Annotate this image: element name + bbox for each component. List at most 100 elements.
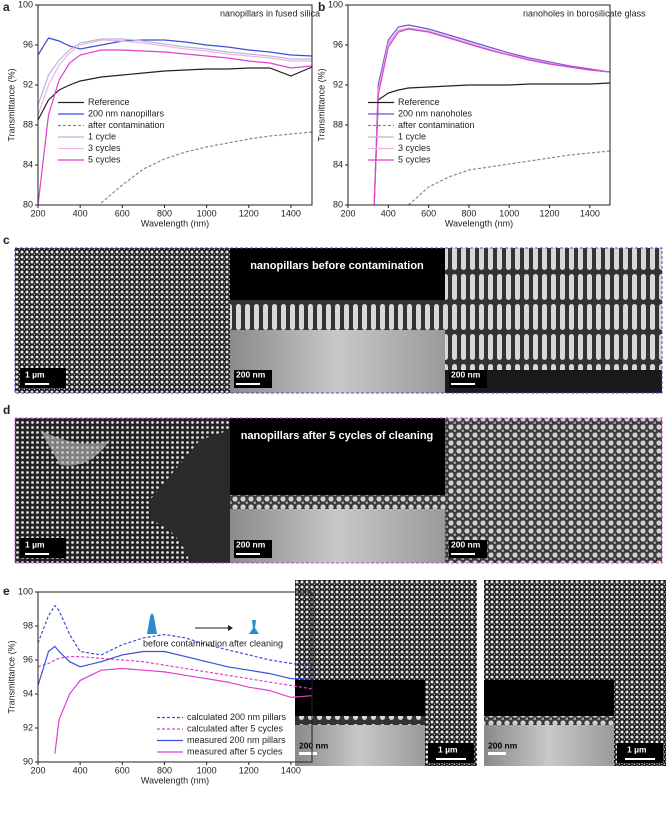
- panel-label: a: [3, 0, 10, 14]
- y-tick-label: 92: [333, 79, 343, 89]
- line: [54, 667, 313, 754]
- legend-label: after contamination: [88, 120, 165, 130]
- scale-label: 1 µm: [25, 369, 45, 379]
- y-tick-label: 100: [18, 586, 33, 596]
- legend-label: 5 cycles: [88, 154, 121, 164]
- y-tick-label: 100: [18, 0, 33, 9]
- legend-label: 5 cycles: [398, 154, 431, 164]
- line: [37, 49, 313, 206]
- scale-label: 200 nm: [451, 539, 481, 549]
- x-tick-label: 600: [115, 765, 130, 775]
- arrow-head: [228, 625, 233, 631]
- scale-label: 1 µm: [25, 539, 45, 549]
- legend-label: 3 cycles: [398, 143, 431, 153]
- y-tick-label: 88: [23, 119, 33, 129]
- x-tick-label: 400: [381, 208, 396, 218]
- legend-label: 3 cycles: [88, 143, 121, 153]
- residue: [40, 430, 110, 466]
- annotation: nanoholes in borosilicate glass: [523, 8, 646, 18]
- plot-frame: [37, 591, 313, 763]
- pillars: [295, 716, 425, 725]
- annotation: nanopillars in fused silica: [220, 8, 320, 18]
- x-tick-label: 200: [30, 765, 45, 775]
- x-tick-label: 800: [157, 208, 172, 218]
- legend-label: measured after 5 cycles: [187, 746, 283, 756]
- x-tick-label: 1000: [499, 208, 519, 218]
- y-tick-label: 80: [333, 199, 343, 209]
- pillar-icon: [249, 620, 259, 634]
- panel-label: d: [3, 403, 10, 417]
- image-title: nanopillars before contamination: [250, 260, 424, 272]
- x-tick-label: 1200: [239, 208, 259, 218]
- line: [373, 82, 611, 206]
- x-tick-label: 1000: [197, 208, 217, 218]
- sem-image: [445, 248, 662, 393]
- annotation: after cleaning: [229, 638, 283, 648]
- line: [37, 66, 313, 121]
- pillars: [484, 716, 614, 725]
- scale-bar: [236, 383, 260, 385]
- scale-bar: [436, 758, 466, 760]
- sem-image: [445, 418, 662, 563]
- y-tick-label: 96: [23, 654, 33, 664]
- scale-bar: [451, 383, 475, 385]
- panel-label: b: [318, 0, 325, 14]
- y-tick-label: 92: [23, 79, 33, 89]
- x-tick-label: 400: [73, 208, 88, 218]
- x-tick-label: 1000: [197, 765, 217, 775]
- line: [408, 150, 611, 206]
- scale-bar: [299, 752, 317, 755]
- image-title: nanopillars after 5 cycles of cleaning: [241, 430, 434, 442]
- panel-d: d nanopillars after 5 cycles of cleaning…: [3, 403, 663, 564]
- line: [37, 39, 312, 116]
- legend-label: 200 nm nanoholes: [398, 108, 473, 118]
- x-tick-label: 1200: [239, 765, 259, 775]
- scale-label: 200 nm: [236, 539, 266, 549]
- y-axis-label: Transmittance (%): [6, 68, 16, 141]
- pillars: [230, 300, 445, 330]
- y-tick-label: 98: [23, 620, 33, 630]
- scale-bar: [236, 553, 260, 555]
- substrate: [445, 370, 662, 393]
- scale-label: 200 nm: [451, 369, 481, 379]
- x-tick-label: 1400: [281, 208, 301, 218]
- legend-label: calculated 200 nm pillars: [187, 712, 287, 722]
- contamination: [150, 430, 230, 563]
- scale-label: 200 nm: [488, 740, 518, 750]
- legend-label: measured 200 nm pillars: [187, 735, 286, 745]
- y-tick-label: 94: [23, 688, 33, 698]
- legend-label: calculated after 5 cycles: [187, 723, 284, 733]
- x-tick-label: 600: [115, 208, 130, 218]
- line: [37, 645, 312, 686]
- x-tick-label: 800: [461, 208, 476, 218]
- y-tick-label: 88: [333, 119, 343, 129]
- legend-label: Reference: [398, 97, 440, 107]
- pillars: [230, 495, 445, 509]
- x-tick-label: 1400: [281, 765, 301, 775]
- panel-f: f 200 nm 1 µm: [295, 580, 477, 766]
- scale-bar: [625, 758, 655, 760]
- annotation: before contamination: [143, 638, 227, 648]
- y-tick-label: 92: [23, 722, 33, 732]
- x-tick-label: 400: [73, 765, 88, 775]
- y-axis-label: Transmittance (%): [6, 640, 16, 713]
- x-tick-label: 800: [157, 765, 172, 775]
- x-tick-label: 200: [30, 208, 45, 218]
- pillar-icon: [147, 613, 157, 634]
- x-tick-label: 1200: [540, 208, 560, 218]
- x-tick-label: 200: [340, 208, 355, 218]
- y-tick-label: 96: [23, 39, 33, 49]
- scale-label: 200 nm: [299, 740, 329, 750]
- x-tick-label: 1400: [580, 208, 600, 218]
- plot-frame: [37, 4, 313, 206]
- legend-label: 1 cycle: [398, 131, 426, 141]
- scale-bar: [451, 553, 475, 555]
- substrate: [295, 724, 425, 766]
- scale-label: 200 nm: [236, 369, 266, 379]
- scale-bar: [488, 752, 506, 755]
- y-tick-label: 90: [23, 756, 33, 766]
- line: [373, 28, 611, 206]
- line: [37, 37, 313, 57]
- line: [37, 604, 313, 668]
